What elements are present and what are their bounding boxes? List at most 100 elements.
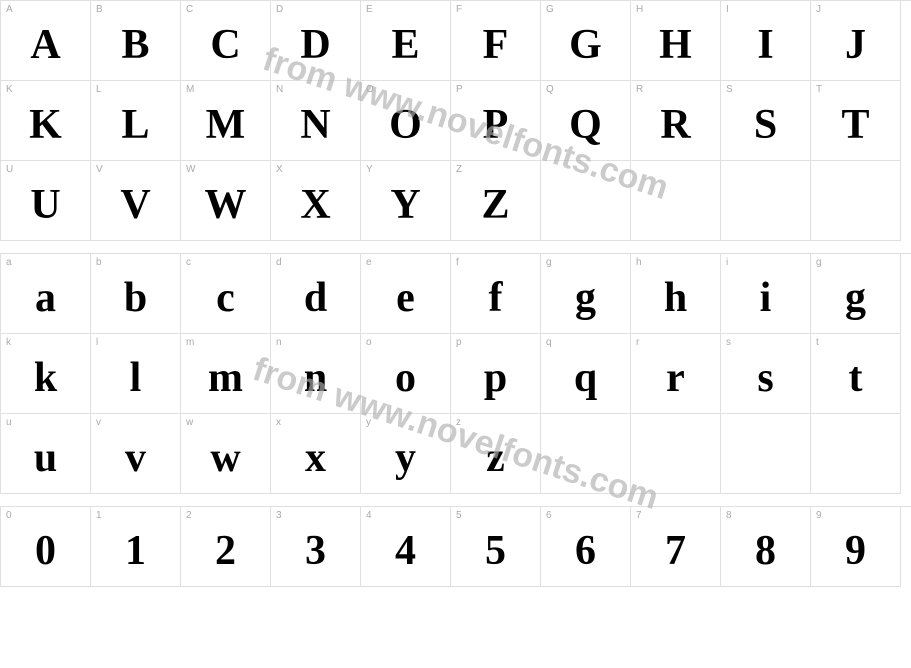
glyph-cell: TT <box>811 81 901 161</box>
glyph: s <box>757 357 773 399</box>
cell-label: 5 <box>456 510 462 521</box>
cell-label: N <box>276 84 283 95</box>
glyph: E <box>391 24 419 66</box>
glyph: n <box>304 357 327 399</box>
glyph: 2 <box>215 530 236 572</box>
glyph-cell: aa <box>1 254 91 334</box>
glyph: u <box>34 437 57 479</box>
glyph: b <box>124 277 147 319</box>
glyph-cell: 00 <box>1 507 91 587</box>
glyph: 4 <box>395 530 416 572</box>
glyph-cell <box>631 161 721 241</box>
cell-label: 9 <box>816 510 822 521</box>
glyph: i <box>760 277 772 319</box>
glyph-cell: zz <box>451 414 541 494</box>
glyph-cell: pp <box>451 334 541 414</box>
glyph-cell: oo <box>361 334 451 414</box>
glyph-cell: YY <box>361 161 451 241</box>
glyph: g <box>575 277 596 319</box>
glyph: Q <box>569 104 602 146</box>
cell-label: P <box>456 84 463 95</box>
glyph-cell: rr <box>631 334 721 414</box>
cell-label: w <box>186 417 193 428</box>
glyph-cell: XX <box>271 161 361 241</box>
glyph: 1 <box>125 530 146 572</box>
glyph: 5 <box>485 530 506 572</box>
glyph-cell: kk <box>1 334 91 414</box>
cell-label: d <box>276 257 282 268</box>
glyph-cell: LL <box>91 81 181 161</box>
glyph-cell: ZZ <box>451 161 541 241</box>
glyph-cell: MM <box>181 81 271 161</box>
glyph-cell: 88 <box>721 507 811 587</box>
glyph-cell: uu <box>1 414 91 494</box>
glyph-cell: II <box>721 1 811 81</box>
cell-label: W <box>186 164 195 175</box>
glyph: M <box>206 104 246 146</box>
glyph: o <box>395 357 416 399</box>
glyph-cell: 77 <box>631 507 721 587</box>
cell-label: e <box>366 257 372 268</box>
glyph-cell: 66 <box>541 507 631 587</box>
glyph-section-lowercase: aabbccddeeffgghhiiggkkllmmnnooppqqrrsstt… <box>0 253 911 494</box>
glyph-cell: FF <box>451 1 541 81</box>
glyph-cell: AA <box>1 1 91 81</box>
glyph-cell: mm <box>181 334 271 414</box>
glyph: U <box>30 184 60 226</box>
glyph: 3 <box>305 530 326 572</box>
section-gap <box>0 241 911 253</box>
cell-label: y <box>366 417 371 428</box>
cell-label: D <box>276 4 283 15</box>
glyph: G <box>569 24 602 66</box>
glyph: 7 <box>665 530 686 572</box>
glyph-cell: 99 <box>811 507 901 587</box>
glyph: q <box>574 357 597 399</box>
cell-label: q <box>546 337 552 348</box>
glyph: T <box>841 104 869 146</box>
glyph-cell: cc <box>181 254 271 334</box>
glyph-cell: WW <box>181 161 271 241</box>
glyph: 6 <box>575 530 596 572</box>
glyph: l <box>130 357 142 399</box>
glyph-cell: JJ <box>811 1 901 81</box>
glyph-cell <box>721 161 811 241</box>
glyph-cell: VV <box>91 161 181 241</box>
glyph-cell: CC <box>181 1 271 81</box>
cell-label: b <box>96 257 102 268</box>
glyph: I <box>757 24 773 66</box>
glyph: A <box>30 24 60 66</box>
glyph-cell: 11 <box>91 507 181 587</box>
glyph-cell: ee <box>361 254 451 334</box>
glyph-section-uppercase: AABBCCDDEEFFGGHHIIJJKKLLMMNNOOPPQQRRSSTT… <box>0 0 911 241</box>
cell-label: h <box>636 257 642 268</box>
glyph: 9 <box>845 530 866 572</box>
cell-label: x <box>276 417 281 428</box>
cell-label: H <box>636 4 643 15</box>
glyph-cell: DD <box>271 1 361 81</box>
glyph-cell: ss <box>721 334 811 414</box>
cell-label: 2 <box>186 510 192 521</box>
glyph: x <box>305 437 326 479</box>
glyph-cell <box>541 161 631 241</box>
glyph: N <box>300 104 330 146</box>
cell-label: u <box>6 417 12 428</box>
cell-label: 7 <box>636 510 642 521</box>
font-chart: AABBCCDDEEFFGGHHIIJJKKLLMMNNOOPPQQRRSSTT… <box>0 0 911 668</box>
cell-label: Q <box>546 84 554 95</box>
glyph: a <box>35 277 56 319</box>
cell-label: A <box>6 4 13 15</box>
glyph: Z <box>481 184 509 226</box>
glyph: V <box>120 184 150 226</box>
glyph-cell <box>631 414 721 494</box>
glyph: K <box>29 104 62 146</box>
glyph-cell: 22 <box>181 507 271 587</box>
cell-label: m <box>186 337 194 348</box>
glyph-cell: 55 <box>451 507 541 587</box>
glyph: m <box>208 357 243 399</box>
glyph-cell: GG <box>541 1 631 81</box>
glyph-cell: ll <box>91 334 181 414</box>
glyph: 8 <box>755 530 776 572</box>
cell-label: O <box>366 84 374 95</box>
glyph: k <box>34 357 57 399</box>
glyph: g <box>845 277 866 319</box>
